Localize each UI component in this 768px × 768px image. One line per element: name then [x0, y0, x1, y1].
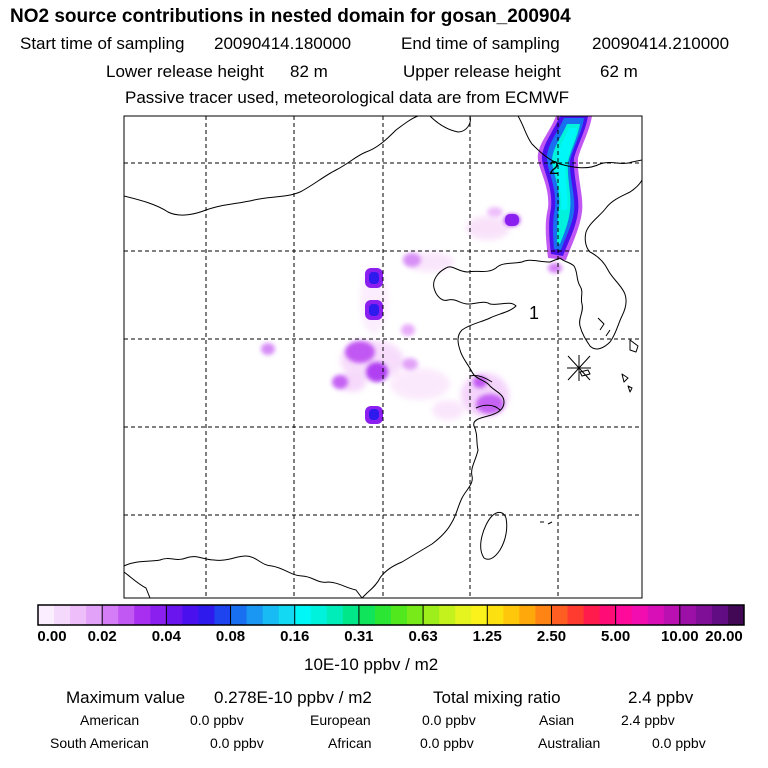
colorbar-swatch	[70, 605, 87, 625]
colorbar-swatch	[503, 605, 520, 625]
colorbar-swatch	[519, 605, 536, 625]
colorbar	[37, 605, 745, 625]
map-grid	[124, 116, 642, 598]
colorbar-swatch	[615, 605, 633, 625]
tracer-note: Passive tracer used, meteorological data…	[125, 88, 570, 107]
plume-band-north	[537, 116, 592, 260]
colorbar-swatch	[118, 605, 135, 625]
colorbar-swatch	[471, 605, 488, 625]
total-mixing-label: Total mixing ratio	[433, 688, 561, 707]
star-marker-icon	[567, 355, 591, 381]
colorbar-swatch	[599, 605, 617, 625]
colorbar-swatch	[535, 605, 552, 625]
region-name: European	[310, 712, 371, 728]
colorbar-swatch	[86, 605, 103, 625]
colorbar-swatch	[727, 605, 745, 625]
colorbar-swatch	[198, 605, 215, 625]
region-value: 0.0 ppbv	[420, 735, 474, 751]
colorbar-swatch	[294, 605, 312, 625]
region-value: 0.0 ppbv	[190, 712, 244, 728]
colorbar-swatch	[679, 605, 697, 625]
colorbar-swatch	[230, 605, 247, 625]
colorbar-swatch	[326, 605, 344, 625]
end-time-value: 20090414.210000	[592, 34, 730, 53]
map-frame	[123, 115, 643, 599]
colorbar-swatch	[246, 605, 264, 625]
start-time-label: Start time of sampling	[20, 34, 185, 53]
plume-cores	[365, 214, 519, 424]
colorbar-tick-label: 0.08	[215, 628, 246, 645]
colorbar-swatch	[374, 605, 392, 625]
plume-overlay	[261, 116, 592, 424]
region-label-1: 1	[529, 303, 539, 323]
colorbar-swatch	[663, 605, 681, 625]
region-name: Asian	[539, 712, 575, 728]
region-value: 2.4 ppbv	[621, 712, 675, 728]
colorbar-tick-label: 5.00	[601, 628, 631, 645]
colorbar-swatch	[695, 605, 713, 625]
page-title: NO2 source contributions in nested domai…	[10, 6, 571, 27]
region-name: Australian	[538, 735, 601, 751]
colorbar-swatch	[711, 605, 729, 625]
colorbar-tick-label: 0.00	[37, 628, 67, 645]
colorbar-tick-label: 10.00	[661, 628, 699, 645]
colorbar-swatch	[38, 605, 55, 625]
colorbar-tick-label: 0.31	[344, 628, 374, 645]
upper-height-value: 62 m	[600, 62, 638, 81]
region-name: American	[80, 712, 140, 728]
colorbar-swatch	[342, 605, 360, 625]
colorbar-tick-label: 1.25	[472, 628, 502, 645]
region-value: 0.0 ppbv	[422, 712, 476, 728]
region-name: South American	[50, 735, 149, 751]
colorbar-swatch	[423, 605, 440, 625]
total-mixing-value: 2.4 ppbv	[628, 688, 694, 707]
colorbar-swatch	[487, 605, 504, 625]
start-time-value: 20090414.180000	[214, 34, 352, 53]
colorbar-swatch	[150, 605, 167, 625]
region-label-2: 2	[549, 158, 559, 178]
colorbar-tick-label: 20.00	[705, 628, 743, 645]
upper-height-label: Upper release height	[403, 62, 561, 81]
colorbar-swatch	[134, 605, 151, 625]
lower-height-label: Lower release height	[106, 62, 264, 81]
colorbar-tick-label: 0.04	[151, 628, 181, 645]
colorbar-swatch	[455, 605, 472, 625]
colorbar-swatch	[102, 605, 119, 625]
colorbar-swatch	[551, 605, 568, 625]
colorbar-swatch	[583, 605, 600, 625]
region-name: African	[328, 735, 372, 751]
region-value: 0.0 ppbv	[652, 735, 706, 751]
colorbar-swatch	[214, 605, 231, 625]
colorbar-swatch	[567, 605, 584, 625]
colorbar-swatch	[166, 605, 183, 625]
colorbar-frame	[37, 604, 745, 626]
colorbar-swatch	[262, 605, 280, 625]
max-value: 0.278E-10 ppbv / m2	[214, 688, 372, 707]
colorbar-swatch	[182, 605, 199, 625]
coastlines	[124, 116, 642, 598]
colorbar-swatch	[278, 605, 296, 625]
colorbar-unit: 10E-10 ppbv / m2	[304, 655, 439, 674]
colorbar-swatch	[407, 605, 424, 625]
plume-faint-halo	[338, 216, 510, 420]
colorbar-swatch	[647, 605, 665, 625]
colorbar-tick-label: 2.50	[536, 628, 567, 645]
max-value-label: Maximum value	[66, 688, 186, 707]
colorbar-swatch	[54, 605, 71, 625]
colorbar-swatch	[439, 605, 456, 625]
colorbar-tick-label: 0.02	[87, 628, 117, 645]
colorbar-swatch	[631, 605, 649, 625]
colorbar-tick-label: 0.16	[280, 628, 310, 645]
lower-height-value: 82 m	[290, 62, 328, 81]
region-value: 0.0 ppbv	[210, 735, 264, 751]
colorbar-swatch	[310, 605, 328, 625]
colorbar-tick-label: 0.63	[408, 628, 438, 645]
end-time-label: End time of sampling	[401, 34, 560, 53]
colorbar-swatch	[391, 605, 408, 625]
colorbar-swatch	[358, 605, 376, 625]
